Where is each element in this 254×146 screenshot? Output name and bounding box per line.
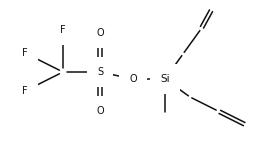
Text: O: O	[129, 74, 137, 84]
Text: S: S	[97, 67, 103, 77]
Text: O: O	[96, 106, 104, 116]
Text: F: F	[22, 86, 28, 96]
Text: O: O	[96, 28, 104, 38]
Text: F: F	[22, 48, 28, 58]
Text: F: F	[60, 25, 66, 35]
Text: Si: Si	[160, 74, 170, 84]
